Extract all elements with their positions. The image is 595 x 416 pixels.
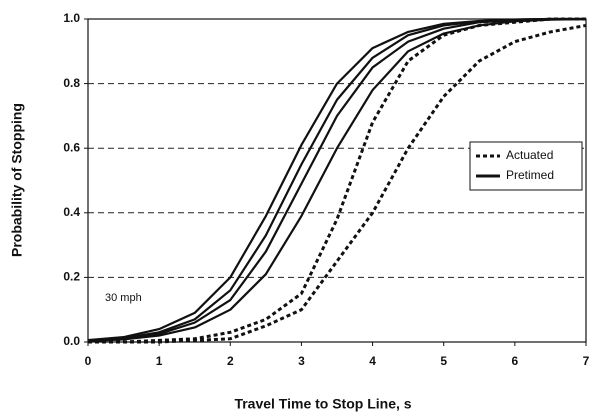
x-tick-label: 4 [369, 354, 376, 368]
y-tick-label: 0.2 [63, 270, 80, 284]
x-tick-label: 5 [440, 354, 447, 368]
plot-frame [87, 18, 587, 343]
x-tick-label: 2 [227, 354, 234, 368]
series-line [87, 17, 587, 343]
series-line [88, 23, 587, 344]
annotation: 30 mph [105, 292, 142, 304]
x-tick-label: 1 [156, 354, 163, 368]
y-axis-label: Probability of Stopping [9, 103, 25, 257]
legend-label: Actuated [506, 148, 553, 162]
x-tick-label: 7 [583, 354, 590, 368]
x-tick-label: 3 [298, 354, 305, 368]
y-tick-label: 0.4 [63, 205, 80, 219]
y-tick-label: 0.0 [63, 334, 80, 348]
y-tick-label: 0.6 [63, 140, 80, 154]
x-tick-label: 6 [512, 354, 519, 368]
legend-box [469, 141, 583, 191]
x-axis-label: Travel Time to Stop Line, s [234, 396, 411, 412]
y-tick-label: 0.8 [63, 76, 80, 90]
series-line [87, 17, 587, 342]
y-tick-label: 1.0 [63, 11, 80, 25]
x-tick-label: 0 [85, 354, 92, 368]
legend-label: Pretimed [506, 168, 554, 182]
